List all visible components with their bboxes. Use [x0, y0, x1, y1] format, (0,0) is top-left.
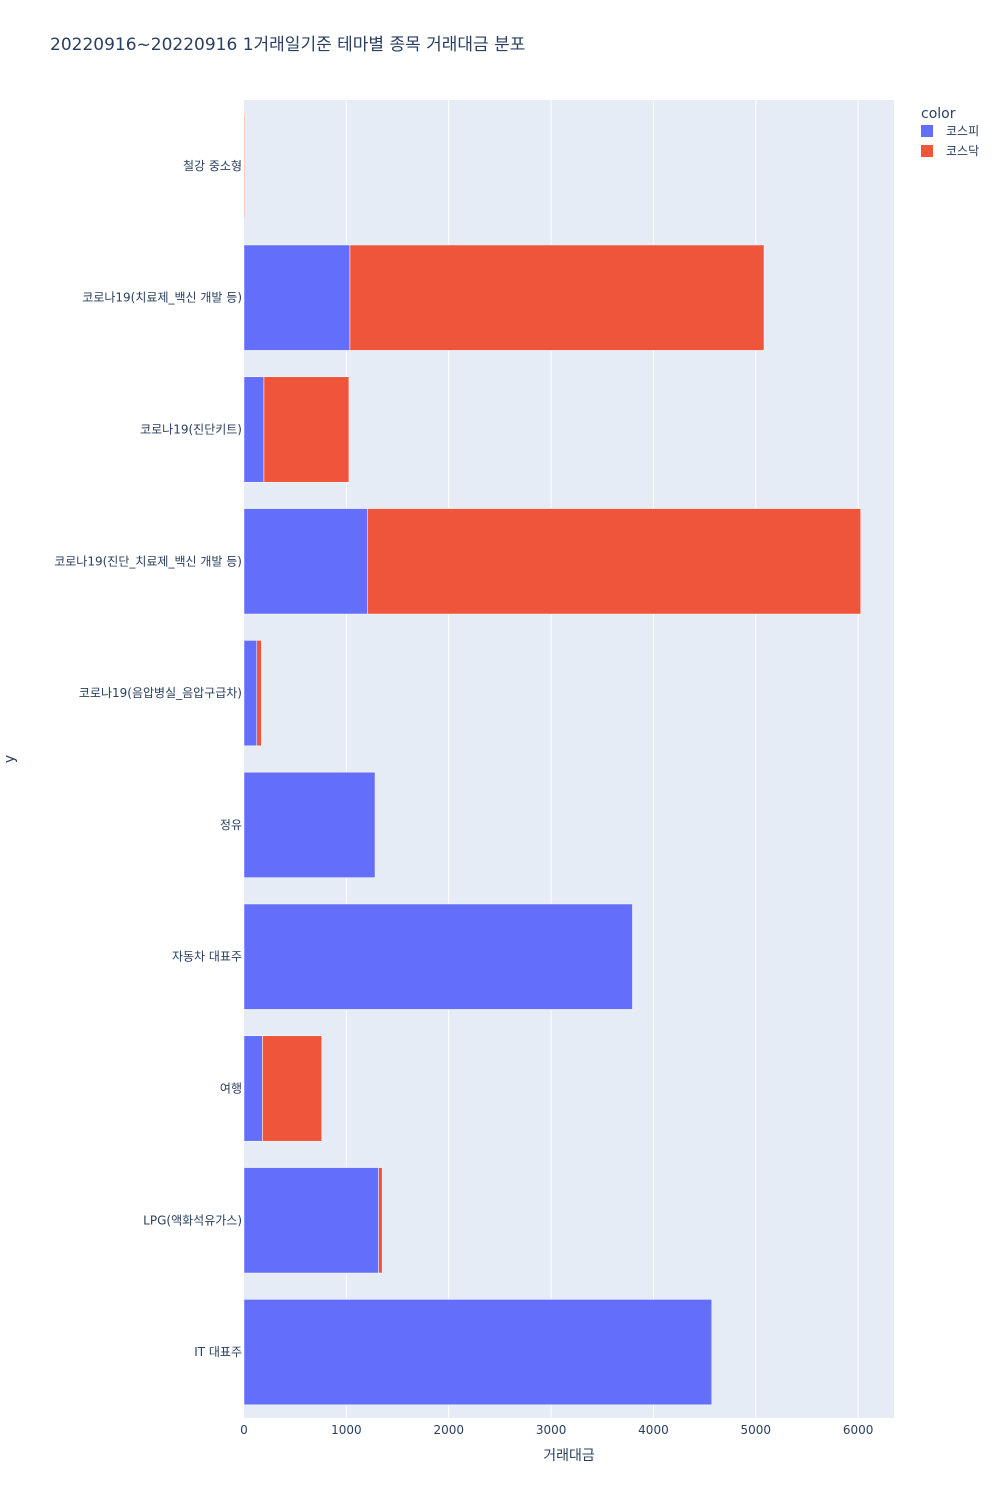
x-tick-label: 1000 [331, 1423, 362, 1437]
y-tick-label: 코로나19(진단_치료제_백신 개발 등) [54, 554, 242, 568]
y-axis-title: y [2, 755, 18, 763]
bar-segment [367, 508, 861, 615]
bar-segment [378, 1167, 383, 1274]
x-tick-label: 0 [240, 1423, 248, 1437]
bar-segment [243, 112, 246, 219]
bars [243, 112, 861, 1406]
x-axis-title: 거래대금 [543, 1448, 595, 1464]
bar-segment [243, 376, 265, 483]
bar-segment [243, 1299, 713, 1406]
x-tick-label: 3000 [536, 1423, 567, 1437]
y-tick-label: 코로나19(진단키트) [140, 423, 242, 437]
legend-swatch[interactable] [921, 125, 933, 137]
legend-label[interactable]: 코스닥 [946, 144, 979, 158]
bar-segment [349, 244, 765, 351]
bar-segment [263, 376, 350, 483]
y-tick-label: 코로나19(치료제_백신 개발 등) [82, 291, 242, 305]
x-tick-label: 4000 [638, 1423, 669, 1437]
bar-segment [243, 903, 633, 1010]
chart-title: 20220916~20220916 1거래일기준 테마별 종목 거래대금 분포 [50, 35, 525, 55]
bar-segment [243, 508, 368, 615]
legend-swatch[interactable] [921, 145, 933, 157]
y-tick-label: 정유 [220, 818, 242, 832]
x-tick-label: 6000 [843, 1423, 874, 1437]
y-tick-label: 철강 중소형 [183, 159, 242, 173]
y-tick-label: 여행 [220, 1081, 242, 1096]
y-tick-label: IT 대표주 [194, 1345, 242, 1359]
legend-title: color [921, 106, 956, 122]
y-tick-label: 코로나19(음압병실_음압구급차) [79, 686, 242, 700]
legend-label[interactable]: 코스피 [946, 124, 979, 138]
x-tick-label: 5000 [741, 1423, 772, 1437]
bar-segment [243, 640, 258, 747]
bar-segment [243, 1167, 379, 1274]
bar-segment [262, 1035, 323, 1142]
bar-segment [243, 244, 351, 351]
x-tick-label: 2000 [433, 1423, 464, 1437]
bar-segment [256, 640, 262, 747]
y-tick-label: 자동차 대표주 [172, 950, 242, 964]
bar-segment [243, 771, 376, 878]
y-tick-label: LPG(액화석유가스) [143, 1213, 242, 1227]
x-axis-ticks: 0 1000 2000 3000 4000 5000 6000 [240, 1423, 873, 1437]
bar-segment [243, 1035, 263, 1142]
